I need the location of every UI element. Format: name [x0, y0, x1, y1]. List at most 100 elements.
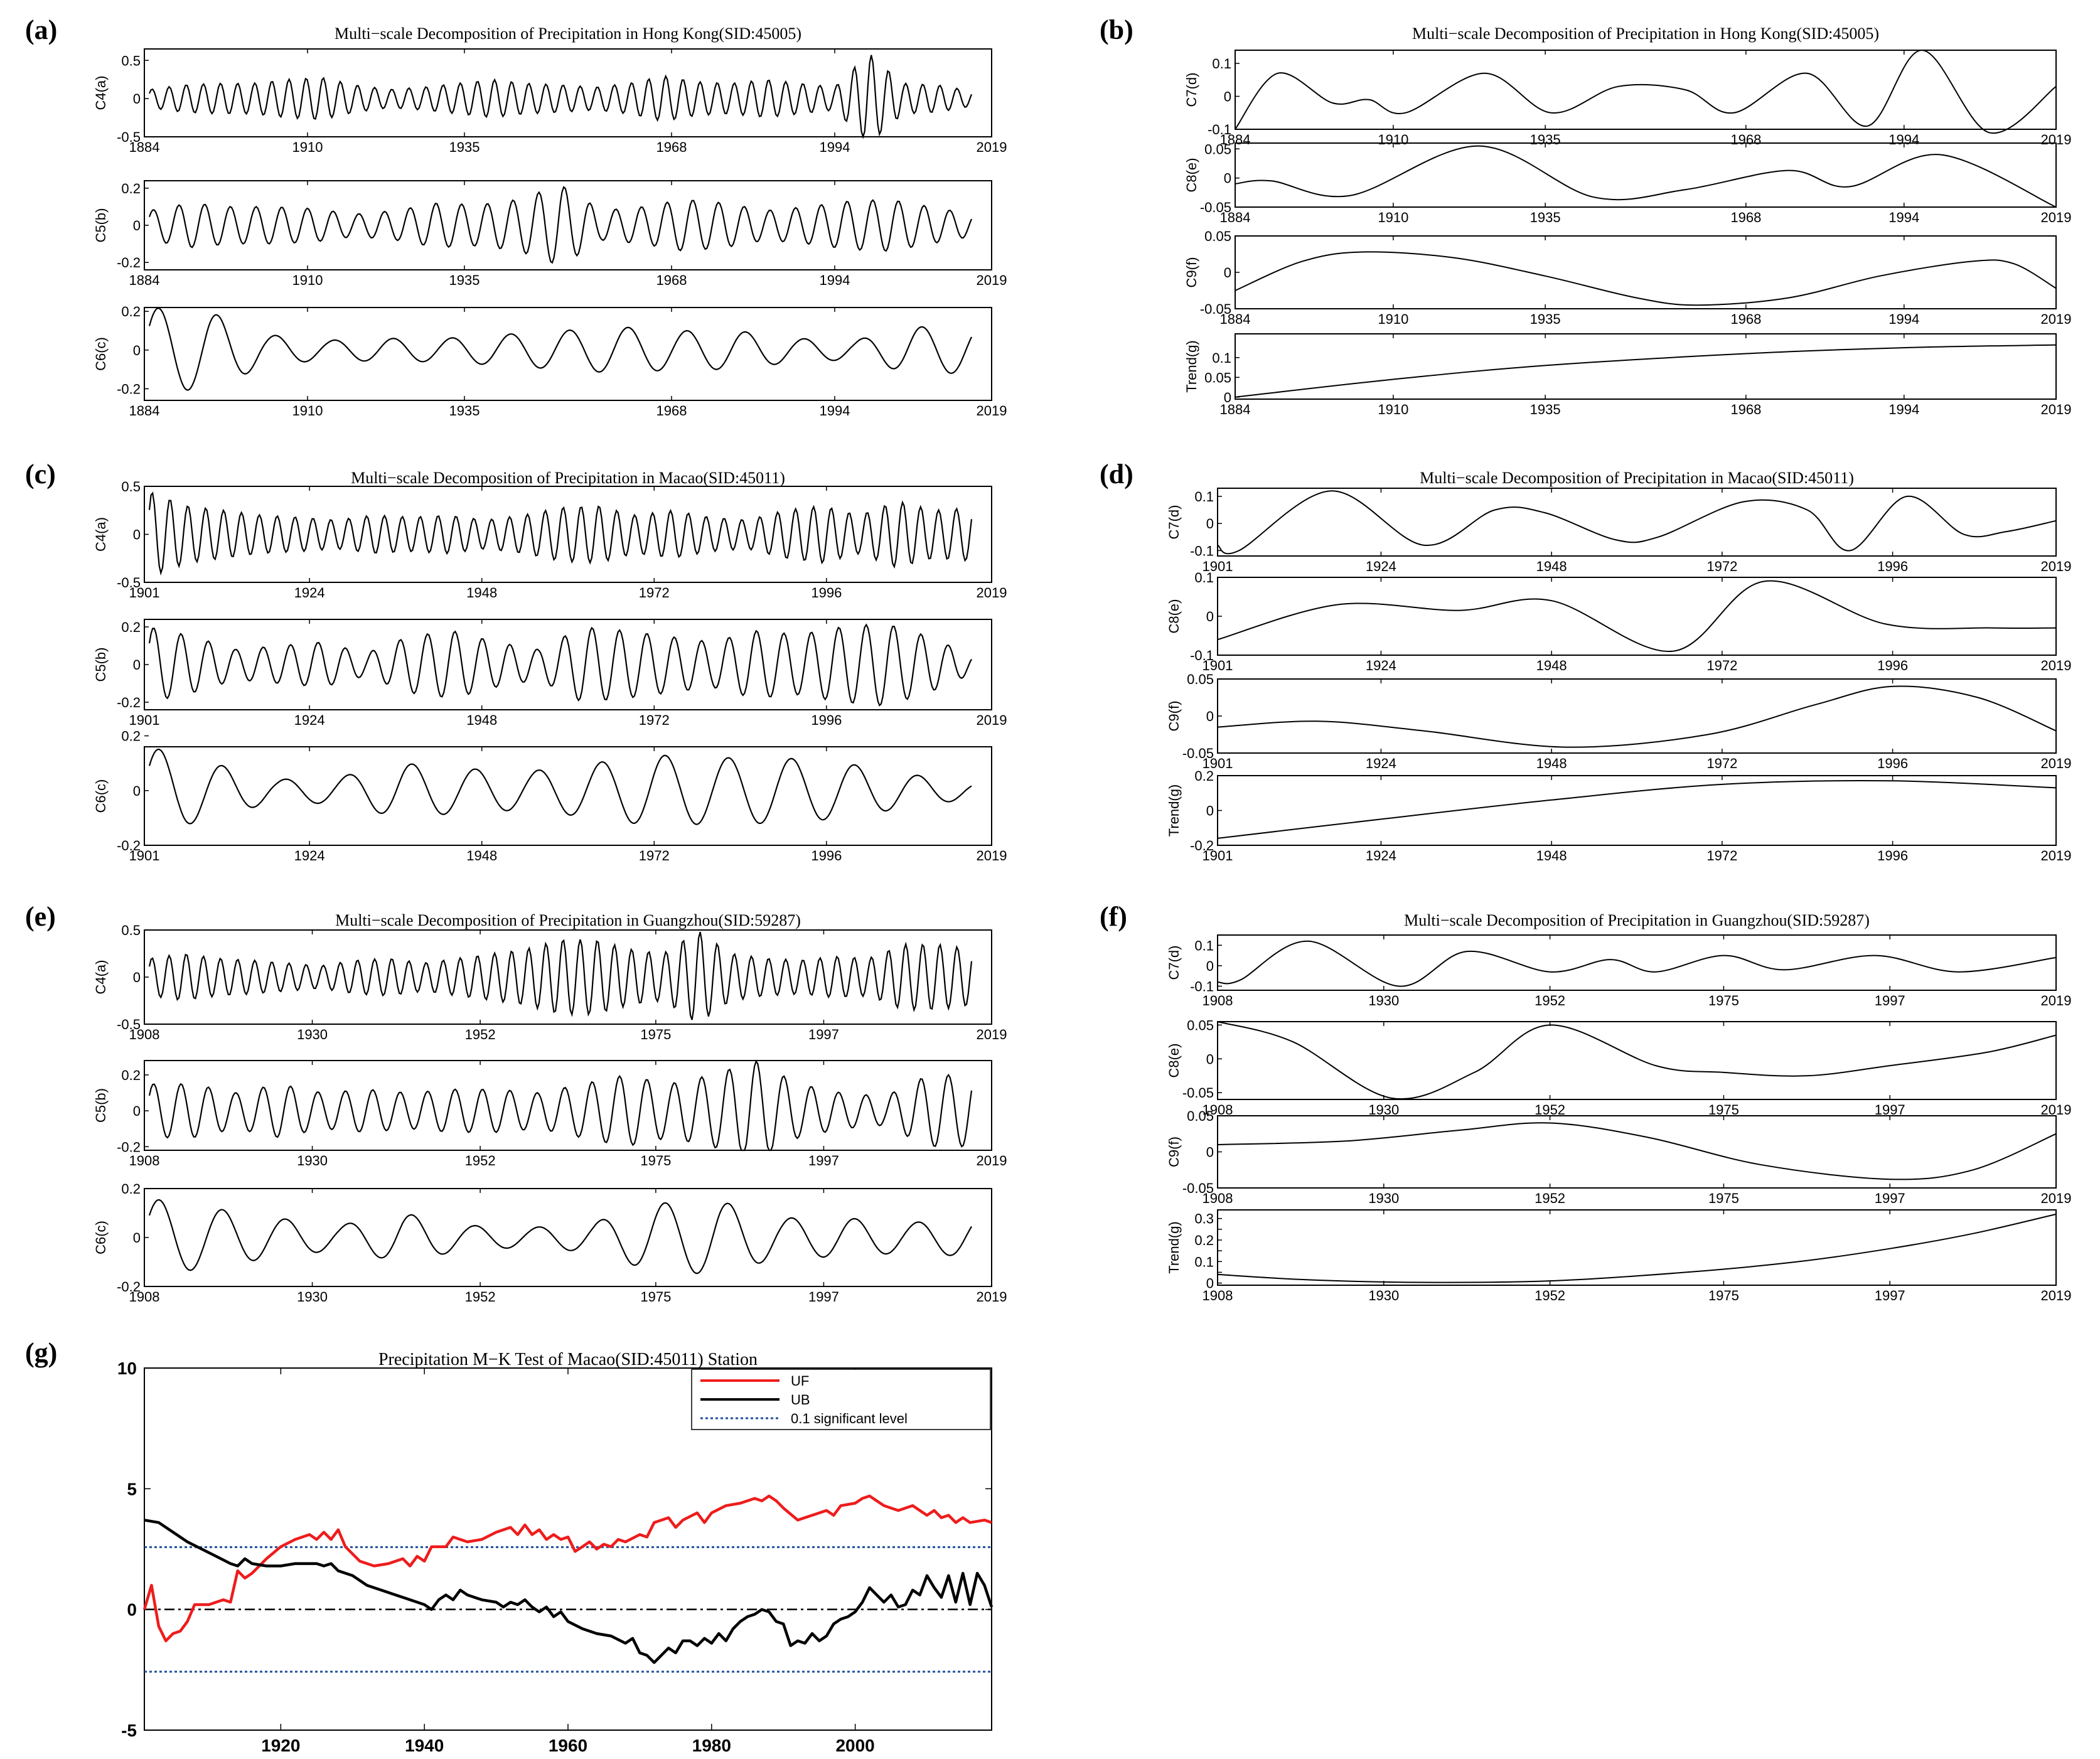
y-tick-label: -0.2: [117, 1279, 141, 1295]
x-tick-label: 1994: [820, 272, 850, 288]
x-tick-label: 1960: [549, 1736, 587, 1755]
y-tick-label: 0.5: [121, 922, 141, 938]
x-tick-label: 2019: [2041, 1190, 2072, 1206]
y-tick-label: -0.05: [1200, 301, 1231, 317]
x-tick-label: 1901: [1203, 559, 1233, 574]
y-tick-label: 0: [133, 657, 141, 673]
x-tick-label: 1996: [1877, 658, 1908, 673]
y-axis-label: C6(c): [93, 779, 109, 813]
x-tick-label: 1952: [465, 1289, 496, 1305]
x-tick-label: 2019: [2041, 756, 2072, 771]
x-tick-label: 1901: [1203, 848, 1233, 863]
x-tick-label: 1975: [640, 1027, 671, 1042]
axes-box: [144, 180, 992, 270]
y-tick-label: 0: [127, 1600, 137, 1620]
x-tick-label: 2019: [2041, 210, 2072, 225]
y-tick-label: 0.5: [121, 53, 141, 68]
y-tick-label: 0: [1206, 516, 1214, 532]
y-tick-label: 0.2: [121, 1067, 141, 1083]
y-tick-label: 0.3: [1194, 1211, 1214, 1227]
panel-title: Precipitation M−K Test of Macao(SID:4501…: [378, 1350, 758, 1369]
x-tick-label: 1968: [656, 139, 687, 155]
y-axis-label: C8(e): [1166, 1043, 1182, 1077]
y-tick-label: 5: [127, 1479, 137, 1499]
series-line: [148, 931, 973, 1020]
x-tick-label: 1968: [1730, 311, 1761, 327]
panel-label: (e): [25, 901, 56, 932]
x-tick-label: 1994: [1888, 210, 1919, 225]
x-tick-label: 1972: [1706, 848, 1737, 863]
x-tick-label: 2019: [977, 712, 1007, 728]
x-tick-label: 1997: [1875, 993, 1905, 1008]
y-tick-label: 0.1: [1194, 489, 1214, 505]
y-axis-label: C4(a): [93, 75, 109, 110]
y-axis-label: C9(f): [1166, 1136, 1182, 1167]
axes-box: [1217, 1021, 2057, 1100]
y-tick-label: 0: [133, 970, 141, 985]
series-line: [148, 55, 973, 139]
y-tick-label: -0.5: [117, 575, 141, 591]
x-tick-label: 1884: [129, 272, 160, 288]
x-tick-label: 1968: [1730, 402, 1761, 417]
panel-f: (f) Multi−scale Decomposition of Precipit…: [1100, 901, 2071, 1303]
y-tick-label: -0.2: [117, 382, 141, 397]
x-tick-label: 1997: [1875, 1102, 1905, 1118]
y-tick-label: -0.2: [117, 255, 141, 270]
y-axis-label: Trend(g): [1184, 340, 1199, 393]
x-tick-label: 1930: [1368, 1190, 1399, 1206]
x-tick-label: 1924: [1366, 559, 1396, 574]
x-tick-label: 1972: [1706, 756, 1737, 771]
x-tick-label: 2019: [2041, 559, 2072, 574]
x-tick-label: 2000: [835, 1736, 874, 1755]
y-tick-label: 0.2: [1194, 1232, 1214, 1248]
series-line: [1217, 940, 2057, 987]
x-tick-label: 1975: [640, 1289, 671, 1305]
y-tick-label: -0.5: [117, 129, 141, 145]
x-tick-label: 2019: [977, 403, 1007, 419]
y-tick-label: 0.05: [1187, 671, 1214, 687]
x-tick-label: 2019: [977, 1153, 1007, 1168]
x-tick-label: 1924: [294, 585, 325, 601]
x-tick-label: 1908: [129, 1153, 160, 1168]
x-tick-label: 1910: [1378, 210, 1408, 225]
y-tick-label: -0.1: [1208, 122, 1231, 137]
x-tick-label: 1975: [1708, 993, 1739, 1008]
x-tick-label: 1935: [449, 403, 480, 419]
y-tick-label: -0.05: [1182, 1085, 1214, 1101]
x-tick-label: 2019: [2041, 1288, 2072, 1303]
axes-box: [1217, 775, 2057, 846]
x-tick-label: 1901: [129, 848, 160, 863]
y-tick-label: -0.2: [1190, 838, 1214, 853]
y-axis-label: C8(e): [1166, 599, 1182, 633]
series-line: [1217, 580, 2057, 652]
x-tick-label: 1935: [1530, 311, 1561, 327]
subplot-c7d: 1901 1924 1948 1972 1996 2019 -0.1 0 0.1 C7(d): [1166, 488, 2071, 574]
subplot-trendg: 1884 1910 1935 1968 1994 2019 0 0.05 0.1 Trend(g): [1184, 333, 2071, 417]
y-tick-label: 0.2: [121, 1181, 141, 1197]
x-tick-label: 1908: [129, 1289, 160, 1305]
y-tick-label: 0.1: [1194, 938, 1214, 953]
panel-title: Multi−scale Decomposition of Precipitati…: [1420, 469, 1854, 487]
y-tick-label: 10: [117, 1359, 137, 1378]
panel-d: (d) Multi−scale Decomposition of Precipit…: [1100, 459, 2071, 863]
panel-c: (c) Multi−scale Decomposition of Precipit…: [25, 459, 1007, 863]
axes-box: [1217, 1115, 2057, 1189]
y-tick-label: 0: [133, 343, 141, 358]
panel-e: (e) Multi−scale Decomposition of Precipit…: [25, 901, 1007, 1305]
x-tick-label: 1975: [1708, 1288, 1739, 1303]
x-tick-label: 1948: [1536, 658, 1567, 673]
axes-box: [1217, 678, 2057, 754]
y-tick-label: -0.05: [1200, 200, 1231, 215]
axes-box: [144, 1060, 992, 1151]
y-axis-label: C7(d): [1166, 945, 1182, 980]
x-tick-label: 1968: [656, 403, 687, 419]
x-tick-label: 1930: [1368, 993, 1399, 1008]
subplot-c8e: 1884 1910 1935 1968 1994 2019 -0.05 0 0.05 C8(e): [1184, 141, 2071, 225]
legend-label: 0.1 significant level: [791, 1411, 908, 1426]
axes-box: [1235, 333, 2057, 400]
y-axis-label: Trend(g): [1166, 784, 1182, 837]
y-tick-label: 0.2: [121, 304, 141, 319]
subplot-c4a: 1901 1924 1948 1972 1996 2019 -0.5 0 0.5 C4(a): [93, 479, 1007, 601]
x-tick-label: 2019: [977, 1289, 1007, 1305]
x-tick-label: 1930: [297, 1153, 328, 1168]
